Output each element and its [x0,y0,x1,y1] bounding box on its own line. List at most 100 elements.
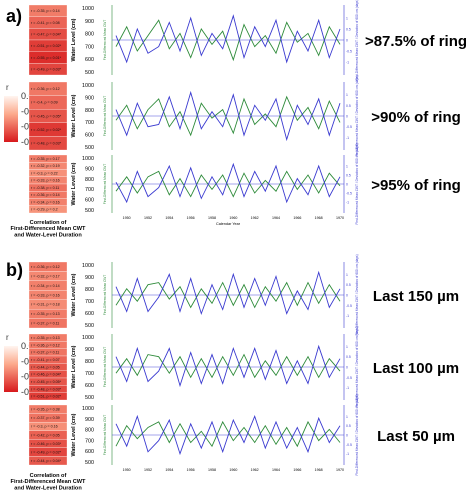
series-line-blue [115,344,341,388]
correlation-title-line: Correlation of [30,220,67,226]
y-tick-label-right: 0 [346,434,348,438]
correlation-cell-text: r = -0.44, p = 0.04* [31,459,62,463]
y-tick-label-left: 1000 [82,335,94,341]
correlation-cell-text: r = -0.46, p = 0.04* [31,373,62,377]
chart-row: r = -0.36, p = 0.12 r = -0.4, p = 0.09 r =… [28,75,461,157]
x-tick-label: 1962 [251,216,259,220]
y-tick-label-right: 0.5 [346,28,351,32]
correlation-cell-text: r = -0.42, p = 0.05 [31,433,60,437]
colorbar-tick-label: 0.0 [21,91,34,101]
row-label: >95% of ring [371,177,461,194]
series-line-blue [115,162,341,204]
y-tick-label-right: 0 [346,183,348,187]
correlation-cell-text: r = -0.33, p = 0.16 [31,179,60,183]
colorbar-tick-label: -0.6 [21,137,37,147]
correlation-cell-text: r = -0.44, p = 0.05 [31,365,60,369]
y-tick-label-left: 900 [85,95,94,101]
y-tick-label-left: 900 [85,417,94,423]
correlation-title-line: and Water-Level Duration [14,232,82,238]
correlation-title-line: First-Differenced Mean CWT [11,479,86,485]
series-line-green [115,170,341,198]
correlation-cell-text: r = -0.37, p = 0.11 [31,351,59,355]
x-tick-label: 1968 [315,216,323,220]
correlation-cell [28,456,68,466]
correlation-cell-text: r = -0.36, p = 0.14 [31,193,60,197]
series-line-blue [115,90,341,142]
correlation-cell-text: r = -0.49, p = 0.03* [31,67,62,71]
chart-row: r = -0.35, p = 0.14 r = -0.41, p = 0.08 r … [28,0,467,81]
colorbar-gradient [4,96,18,142]
y-axis-label-right: First-Differenced Mean CWT / Deviation o… [355,75,359,156]
correlation-table: r = -0.35, p = 0.38 r = -0.37, p = 0.39 r … [28,404,68,466]
correlation-cell-text: r = -0.45, p = 0.05* [31,114,62,118]
correlation-cell-text: r = -0.35, p = 0.14 [31,9,60,13]
correlation-cell-text: r = -0.47, p = 0.04* [31,32,62,36]
correlation-title: Correlation of First-Differenced Mean CWT… [11,473,86,491]
y-tick-label-right: -1 [346,136,349,140]
x-tick-label: 1964 [272,468,280,472]
y-tick-label-right: 0.5 [346,104,351,108]
y-tick-label-right: -1 [346,386,349,390]
correlation-cell-text: r = -0.48, p = 0.03* [31,142,62,146]
colorbar-tick-label: -0.4 [21,122,37,132]
y-tick-label-left: 800 [85,428,94,434]
correlation-cell-text: r = -0.3, p = 0.22 [31,171,58,175]
x-tick-label: 1964 [272,216,280,220]
correlation-cell-text: r = -0.4, p = 0.09 [31,101,58,105]
colorbar-label: r [6,83,9,92]
y-tick-label-right: -0.5 [346,443,352,447]
y-tick-label-left: 600 [85,311,94,317]
y-tick-label-left: 800 [85,359,94,365]
correlation-cell-text: r = -0.48, p = 0.03* [31,387,62,391]
y-tick-label-left: 900 [85,19,94,25]
y-tick-label-left: 700 [85,438,94,444]
correlation-cell-text: r = -0.36, p = 0.12 [31,87,60,91]
y-tick-label-left: 900 [85,275,94,281]
correlation-cell-text: r = -0.41, p = 0.07 [31,358,60,362]
series-line-blue [115,14,341,64]
y-tick-label-left: 1000 [82,156,94,162]
correlation-cell-text: r = -0.29, p = 0.2 [31,208,58,212]
correlation-cell-text: r = -0.38, p = 0.11 [31,186,59,190]
correlation-table: r = -0.35, p = 0.14 r = -0.41, p = 0.08 r … [28,4,68,76]
y-tick-label-left: 600 [85,383,94,389]
y-axis-label-inner: First-Differenced Mean CWT [103,347,107,388]
y-tick-label-right: 0.5 [346,355,351,359]
x-tick-label: 1960 [229,468,237,472]
x-axis-label: Calendar Year [216,222,241,226]
row-label: >87.5% of ring [365,33,467,50]
y-tick-label-left: 800 [85,287,94,293]
correlation-title-line: Correlation of [30,473,67,479]
y-axis-label-right: First-Differenced Mean CWT / Deviation o… [355,326,359,407]
colorbar-tick-label: -0.6 [21,387,37,397]
correlation-table: r = -0.36, p = 0.12 r = -0.32, p = 0.17 r … [28,261,68,329]
panel-letter: a) [6,6,22,26]
y-tick-label-left: 500 [85,460,94,466]
series-line-green [115,281,341,309]
y-tick-label-right: 0.5 [346,174,351,178]
y-tick-label-right: 0 [346,115,348,119]
x-tick-label: 1954 [165,216,173,220]
series-line-blue [115,270,341,316]
x-tick-label: 1952 [144,216,152,220]
y-tick-label-right: 1 [346,345,348,349]
correlation-cell-text: r = -0.36, p = 0.12 [31,265,60,269]
correlation-cell-text: r = -0.35, p = 0.13 [31,312,60,316]
correlation-cell [28,318,68,329]
correlation-table: r = -0.36, p = 0.12 r = -0.4, p = 0.09 r =… [28,81,68,151]
correlation-title-line: and Water-Level Duration [14,485,82,491]
y-axis-label-inner: First-Differenced Mean CWT [103,20,107,61]
y-axis-label-left: Water Level (cm) [71,94,77,137]
correlation-table: r = -0.35, p = 0.17 r = -0.32, p = 0.19 r … [28,154,68,214]
x-tick-label: 1952 [144,468,152,472]
x-tick-label: 1950 [123,468,131,472]
chart-row: r = -0.35, p = 0.13 r = -0.36, p = 0.12 r … [28,326,459,408]
colorbar-gradient [4,346,18,392]
x-tick-label: 1954 [165,468,173,472]
y-tick-label-right: 0 [346,39,348,43]
row-label: Last 100 µm [373,360,459,377]
colorbar-tick-label: -0.2 [21,106,37,116]
correlation-cell-text: r = -0.32, p = 0.17 [31,274,60,278]
y-tick-label-right: 0 [346,294,348,298]
y-axis-label-inner: First-Differenced Mean CWT [103,164,107,205]
